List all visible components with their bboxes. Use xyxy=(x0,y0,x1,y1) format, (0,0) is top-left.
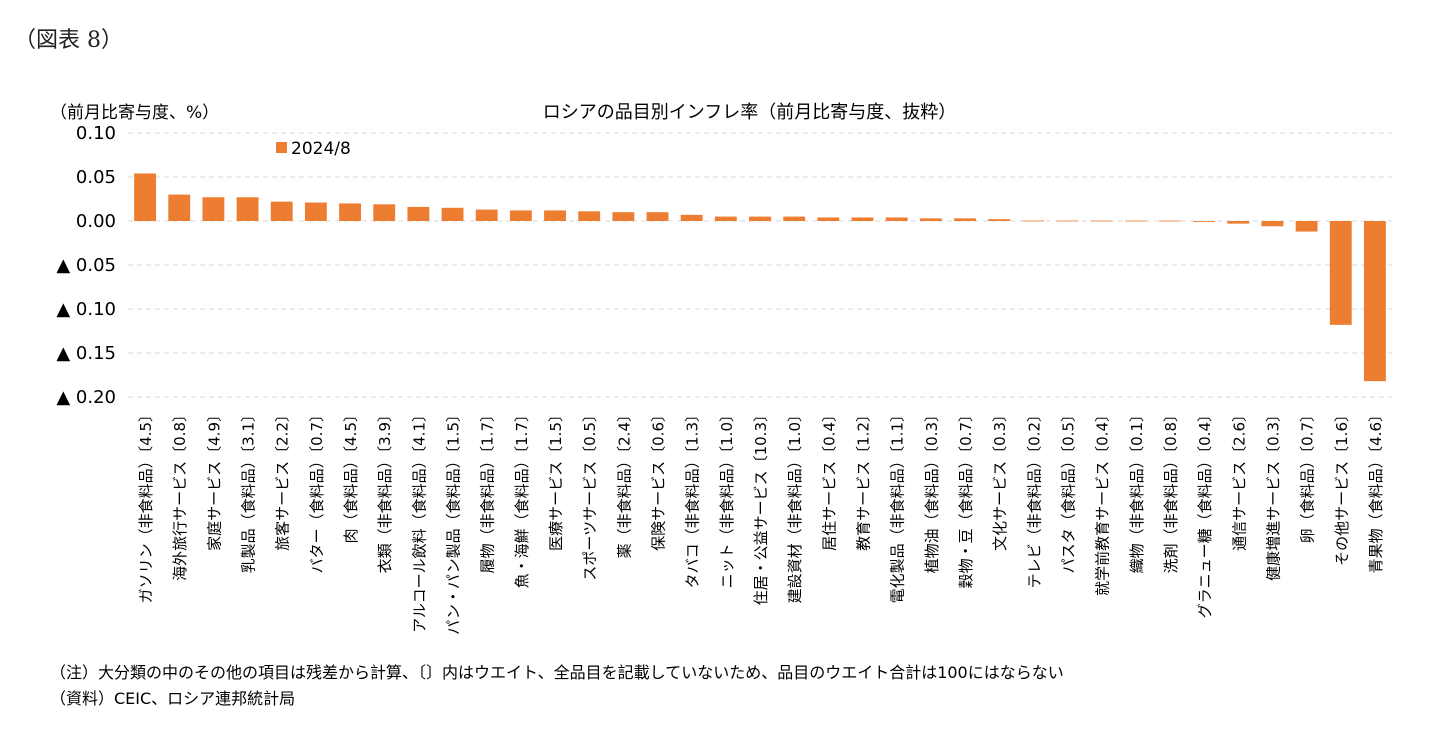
x-tick-label: 植物油（食料品）〔0.3〕 xyxy=(923,407,941,573)
legend-swatch xyxy=(276,142,287,153)
x-tick-label: 保険サービス〔0.6〕 xyxy=(650,407,668,551)
x-tick-label: 洗剤（非食料品）〔0.8〕 xyxy=(1162,407,1180,573)
x-tick-label: パスタ（食料品）〔0.5〕 xyxy=(1059,407,1077,573)
x-tick-label: 電化製品（非食料品）〔1.1〕 xyxy=(889,407,907,603)
x-tick-label: 穀物・豆（食料品）〔0.7〕 xyxy=(957,407,975,588)
x-tick-label: 薬（非食料品）〔2.4〕 xyxy=(615,407,633,558)
bars xyxy=(134,173,1386,382)
x-tick-label: その他サービス〔1.6〕 xyxy=(1333,407,1351,566)
bar xyxy=(954,218,976,221)
bar xyxy=(373,204,396,221)
bar xyxy=(1022,220,1045,222)
y-tick-label: ▲ 0.05 xyxy=(56,255,116,276)
legend: 2024/8 xyxy=(276,139,351,159)
x-tick-label: アルコール飲料（食料品）〔4.1〕 xyxy=(410,407,428,633)
x-tick-label: 文化サービス〔0.3〕 xyxy=(991,407,1009,551)
bar xyxy=(817,217,840,221)
y-tick-label: ▲ 0.15 xyxy=(56,343,116,364)
bar xyxy=(304,202,327,221)
y-tick-label: 0.05 xyxy=(76,167,116,188)
y-tick-label: 0.10 xyxy=(76,123,116,144)
y-axis-unit-label: （前月比寄与度、%） xyxy=(50,103,220,123)
bar xyxy=(612,212,635,221)
bar xyxy=(339,203,361,221)
x-tick-label: 住居・公益サービス〔10.3〕 xyxy=(752,407,770,605)
x-tick-label: 肉（食料品）〔4.5〕 xyxy=(342,407,360,543)
bar xyxy=(236,197,259,221)
bar-chart: 0.10 0.05 0.00 ▲ 0.05 ▲ 0.10 ▲ 0.15 ▲ 0.20 ガソリ… xyxy=(56,123,1392,635)
y-tick-label: 0.00 xyxy=(76,211,116,232)
gridlines xyxy=(128,132,1392,398)
x-tick-label: グラニュー糖（食料品）〔0.4〕 xyxy=(1196,407,1214,618)
notes: （注）大分類の中のその他の項目は残差から計算、〔〕内はウエイト、全品目を記載して… xyxy=(50,660,1064,712)
bar xyxy=(202,197,225,221)
x-tick-label: 医療サービス〔1.5〕 xyxy=(547,407,565,551)
bar xyxy=(134,173,157,221)
bar xyxy=(1295,221,1318,232)
x-tick-label: 通信サービス〔2.6〕 xyxy=(1230,407,1248,551)
bar xyxy=(646,212,669,221)
source-line: （資料）CEIC、ロシア連邦統計局 xyxy=(50,689,296,708)
x-tick-label: 卵（食料品）〔0.7〕 xyxy=(1299,407,1317,543)
bar xyxy=(1159,220,1181,222)
y-tick-label: ▲ 0.10 xyxy=(56,299,116,320)
figure-label: （図表 8） xyxy=(14,28,123,53)
bar xyxy=(407,206,430,221)
x-tick-label: テレビ（非食料品）〔0.2〕 xyxy=(1025,407,1043,588)
bar xyxy=(885,217,908,221)
bar xyxy=(475,209,498,221)
bar xyxy=(1329,221,1352,325)
bar xyxy=(680,214,703,221)
x-tick-label: 乳製品（食料品）〔3.1〕 xyxy=(240,407,258,573)
bar xyxy=(988,219,1011,221)
x-tick-label: 衣類（非食料品）〔3.9〕 xyxy=(376,407,394,573)
x-tick-label: 青果物（食料品）〔4.6〕 xyxy=(1367,407,1385,573)
bar xyxy=(714,216,737,221)
bar xyxy=(1261,221,1284,227)
bar xyxy=(1193,221,1216,222)
x-tick-label: 家庭サービス〔4.9〕 xyxy=(205,407,223,551)
bar xyxy=(1363,221,1386,382)
x-tick-label: タバコ（非食料品）〔1.3〕 xyxy=(684,407,702,588)
x-tick-label: 建設資材（非食料品）〔1.0〕 xyxy=(786,407,804,603)
bar xyxy=(1227,221,1250,224)
x-tick-label: 旅客サービス〔2.2〕 xyxy=(274,407,292,551)
bar xyxy=(851,217,874,221)
bar xyxy=(1090,220,1113,222)
x-tick-label: 海外旅行サービス〔0.8〕 xyxy=(171,407,189,581)
legend-label: 2024/8 xyxy=(291,139,351,159)
chart-title: ロシアの品目別インフレ率（前月比寄与度、抜粋） xyxy=(542,102,957,123)
x-tick-label: パン・パン製品（食料品）〔1.5〕 xyxy=(445,407,463,635)
bar xyxy=(1056,220,1079,222)
note-line: （注）大分類の中のその他の項目は残差から計算、〔〕内はウエイト、全品目を記載して… xyxy=(50,663,1064,682)
bar xyxy=(919,218,942,221)
x-tick-label: 就学前教育サービス〔0.4〕 xyxy=(1094,407,1112,596)
x-tick-label: バター（食料品）〔0.7〕 xyxy=(308,407,326,573)
bar xyxy=(1124,220,1147,222)
x-tick-label: 健康増進サービス〔0.3〕 xyxy=(1264,407,1282,581)
x-tick-label: ガソリン（非食料品）〔4.5〕 xyxy=(137,407,155,603)
x-tick-label: 織物（非食料品）〔0.1〕 xyxy=(1128,407,1146,573)
x-tick-label: 履物（非食料品）〔1.7〕 xyxy=(479,407,497,573)
x-tick-label: 教育サービス〔1.2〕 xyxy=(854,407,872,551)
y-axis-ticks: 0.10 0.05 0.00 ▲ 0.05 ▲ 0.10 ▲ 0.15 ▲ 0.20 xyxy=(56,123,116,408)
x-tick-label: ニット（非食料品）〔1.0〕 xyxy=(718,407,736,588)
x-tick-label: スポーツサービス〔0.5〕 xyxy=(581,407,599,581)
bar xyxy=(544,210,566,221)
bar xyxy=(509,210,532,221)
bar xyxy=(749,216,771,221)
bar xyxy=(441,207,464,221)
x-tick-label: 魚・海鮮（食料品）〔1.7〕 xyxy=(513,407,531,588)
bar xyxy=(270,201,293,221)
bar xyxy=(783,216,806,221)
x-tick-label: 居住サービス〔0.4〕 xyxy=(820,407,838,551)
x-axis-ticks: ガソリン（非食料品）〔4.5〕 海外旅行サービス〔0.8〕 家庭サービス〔4.9〕乳… xyxy=(137,407,1385,635)
y-tick-label: ▲ 0.20 xyxy=(56,387,116,408)
bar xyxy=(168,194,191,221)
bar xyxy=(578,211,601,221)
